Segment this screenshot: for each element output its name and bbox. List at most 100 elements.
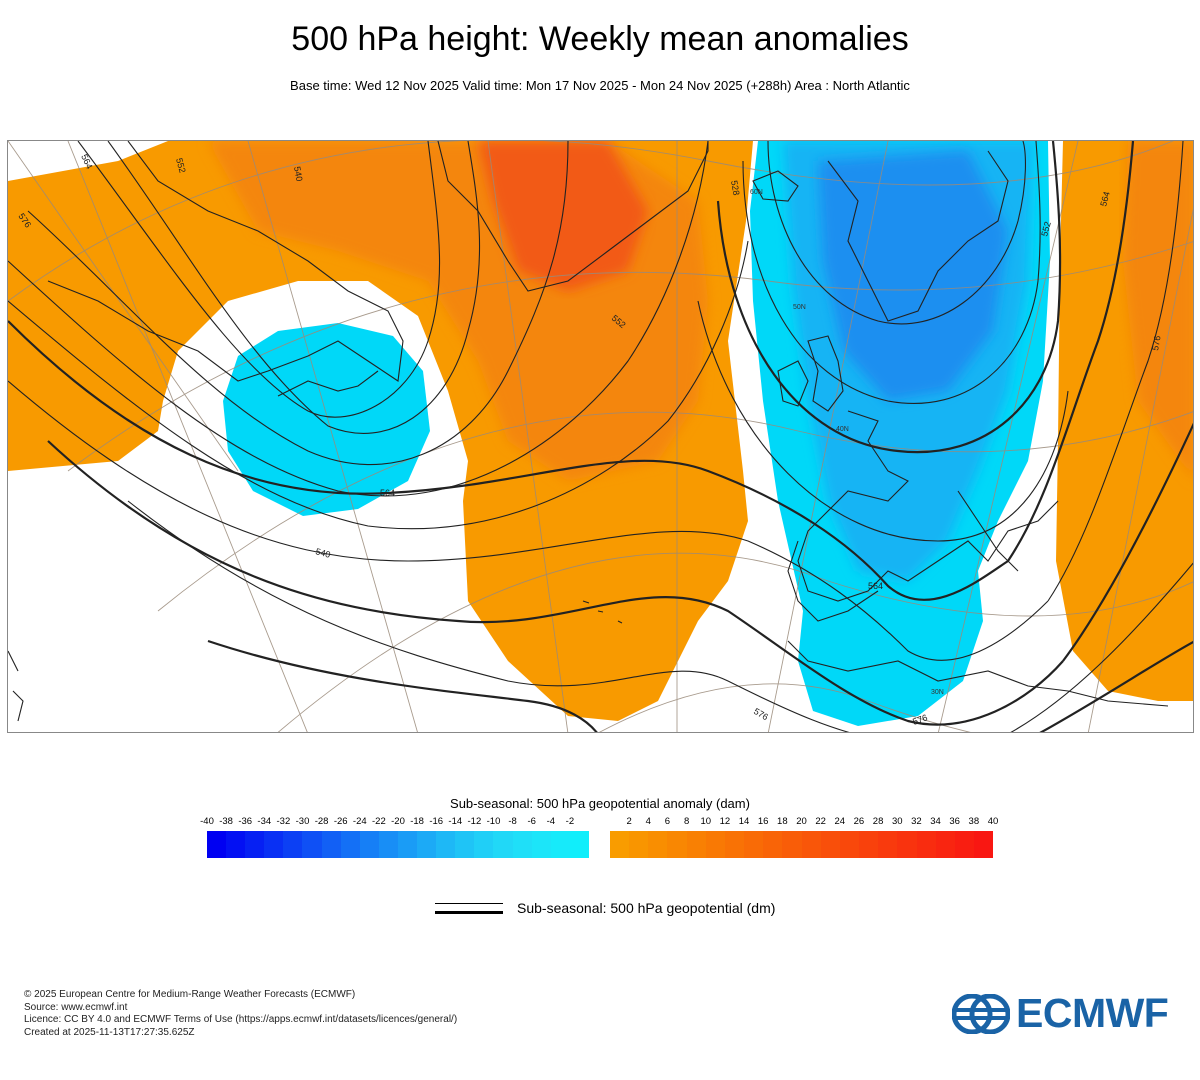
contour-label: 564 [868, 581, 883, 591]
anomaly-negative-europe-core [818, 151, 1008, 401]
colorbar-swatch [207, 831, 227, 858]
colorbar-swatch [550, 831, 570, 858]
contour-thin-1 [77, 141, 441, 418]
colorbar-tick-label: -34 [257, 816, 272, 827]
footer-credits: © 2025 European Centre for Medium-Range … [24, 989, 457, 1039]
contour-line-sample [435, 902, 503, 914]
colorbar-tick-label: 28 [872, 816, 884, 827]
chart-title: 500 hPa height: Weekly mean anomalies [291, 20, 909, 58]
colorbar-swatch [629, 831, 649, 858]
contour-legend: Sub-seasonal: 500 hPa geopotential (dm) [435, 900, 775, 916]
latitude-labels: 60N 50N 40N 30N [750, 189, 944, 696]
colorbar-tick-label: -4 [546, 816, 556, 827]
coast-iberia [787, 540, 879, 622]
colorbar-tick-label: 6 [664, 816, 671, 827]
colorbar-swatch [686, 831, 706, 858]
coast-greenland [437, 141, 709, 292]
contour-576 [47, 440, 1064, 726]
lat-label-50n: 50N [793, 304, 806, 311]
colorbar-negative [207, 831, 589, 858]
contour-thin-2 [107, 141, 481, 434]
contour-label: 552 [174, 157, 188, 174]
colorbar-swatch [744, 831, 764, 858]
anomaly-legend-title: Sub-seasonal: 500 hPa geopotential anoma… [450, 796, 750, 811]
colorbar-tick-label: 24 [834, 816, 846, 827]
coast-british-isles [777, 335, 844, 412]
colorbar-tick-label: -30 [295, 816, 310, 827]
lat-label-30n: 30N [931, 689, 944, 696]
coast-iceland [752, 170, 799, 202]
footer-licence: Licence: CC BY 4.0 and ECMWF Terms of Us… [24, 1014, 458, 1025]
colorbar-tick-label: -18 [410, 816, 424, 827]
colorbar-swatch [493, 831, 513, 858]
contour-label: 540 [292, 166, 304, 183]
contour-legend-label: Sub-seasonal: 500 hPa geopotential (dm) [517, 900, 776, 916]
anomaly-map: 540 552 564 576 564 552 540 576 528 552 … [7, 140, 1194, 733]
contour-thin-7 [127, 500, 850, 732]
colorbar-swatch [321, 831, 341, 858]
colorbar-swatch [705, 831, 725, 858]
colorbar-tick-label: -14 [448, 816, 463, 827]
colorbar-swatch [531, 831, 551, 858]
colorbar-swatch [916, 831, 936, 858]
coast-canada [47, 141, 404, 382]
graticule [8, 141, 1193, 732]
colorbar-tick-label: 12 [719, 816, 731, 827]
colorbar-swatch [973, 831, 994, 858]
anomaly-negative-newfoundland [223, 323, 430, 516]
colorbar-tick-label: -36 [238, 816, 253, 827]
colorbar-swatch [512, 831, 532, 858]
chart-subtitle: Base time: Wed 12 Nov 2025 Valid time: M… [290, 78, 910, 93]
colorbar-tick-label: -24 [352, 816, 367, 827]
colorbar-tick-label: 16 [757, 816, 769, 827]
contour-europe-3 [697, 300, 1069, 542]
colorbar-tick-label: -8 [508, 816, 517, 827]
contour-labels: 540 552 564 576 564 552 540 576 528 552 … [16, 153, 1162, 727]
coast-africa [787, 640, 1169, 707]
colorbar-swatch [302, 831, 322, 858]
colorbar-tick-label: -28 [314, 816, 329, 827]
colorbar-tick-label: 14 [738, 816, 750, 827]
contour-label: 564 [380, 488, 395, 498]
colorbar-swatch [801, 831, 821, 858]
contour-label: 576 [911, 712, 929, 727]
colorbar-tick-label: 34 [930, 816, 941, 827]
colorbar-swatch [859, 831, 879, 858]
colorbar-tick-label: -6 [527, 816, 536, 827]
colorbar-tick-label: -26 [333, 816, 348, 827]
positive-anomaly-shading [8, 141, 1193, 721]
lat-label-60n: 60N [750, 189, 763, 196]
colorbar-swatch [397, 831, 418, 858]
colorbar-swatch [763, 831, 783, 858]
colorbar-tick-label: 38 [968, 816, 980, 827]
coast-europe [797, 410, 1059, 602]
colorbar-swatch [724, 831, 745, 858]
footer-copyright: © 2025 European Centre for Medium-Range … [24, 989, 356, 1000]
coastlines [8, 141, 1169, 722]
contour-bottom [207, 639, 598, 732]
colorbar-tick-label: -32 [276, 816, 291, 827]
colorbar-tick-label: 36 [949, 816, 960, 827]
contour-thin-6 [8, 380, 1049, 661]
colorbar-swatch [245, 831, 265, 858]
colorbar-tick-label: -38 [219, 816, 233, 827]
colorbar-swatch [569, 831, 589, 858]
contour-label: 540 [314, 546, 331, 560]
colorbar-swatch [820, 831, 840, 858]
colorbar-swatch [340, 831, 360, 858]
height-contours [8, 141, 1193, 732]
colorbar-swatch [264, 831, 284, 858]
ecmwf-logo-icon [952, 993, 1010, 1034]
contour-east-5 [1039, 640, 1193, 732]
colorbar-tick-label: -2 [565, 816, 575, 827]
colorbar-swatch [455, 831, 475, 858]
contour-east-3 [1062, 422, 1193, 662]
colorbar-tick-label: 40 [987, 816, 999, 827]
colorbar-swatch [610, 831, 630, 858]
contour-564 [8, 320, 1009, 601]
colorbar-swatch [226, 831, 246, 858]
colorbar-swatch [667, 831, 687, 858]
coast-scandinavia [827, 150, 1009, 322]
contour-east-1 [1007, 141, 1135, 562]
colorbar-tick-label: 32 [911, 816, 922, 827]
